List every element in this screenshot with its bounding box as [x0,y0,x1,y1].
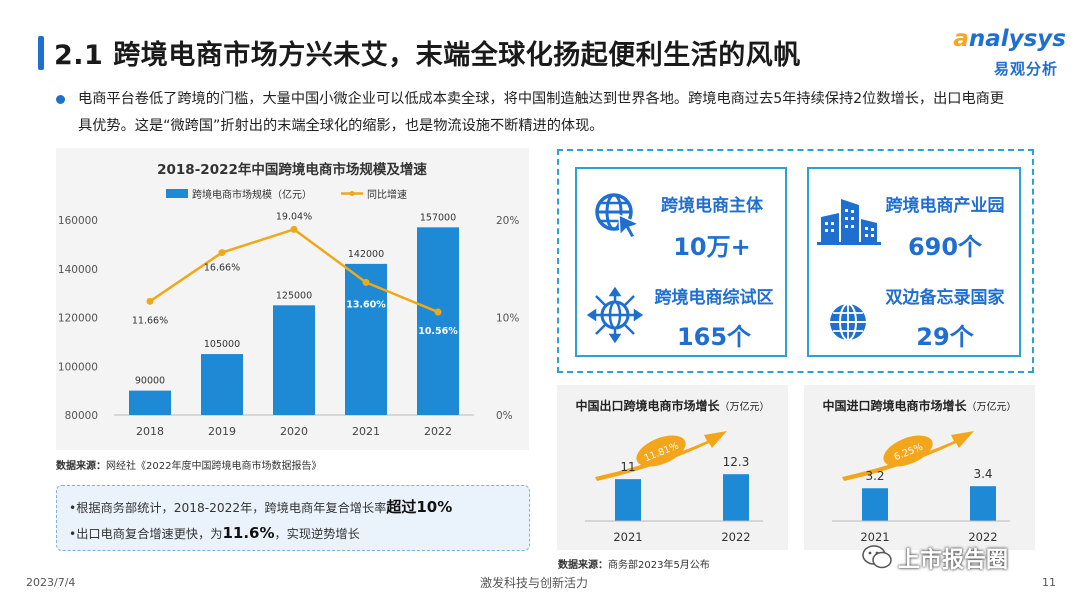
export-chart-title: 中国出口跨境电商市场增长（万亿元） [575,399,770,413]
stats-dashed-box: 跨境电商主体 10万+ 跨境电商综试区 165个 [557,149,1034,373]
wechat-icon [862,545,892,569]
growth-arrow-icon [842,431,974,481]
bar-value-label: 3.2 [865,469,884,483]
logo-a-glyph: a [953,26,969,52]
globe-icon [830,303,866,341]
globe-network-icon [587,287,643,343]
growth-rate-label: 16.66% [204,263,240,274]
bar-2022 [417,227,459,415]
growth-rate-label: 11.66% [132,315,168,326]
legend-label-size: 跨境电商市场规模（亿元） [192,188,312,201]
bar-value-label: 142000 [348,249,384,260]
growth-arrow-icon [595,431,727,481]
stat-title-entities: 跨境电商主体 [661,196,763,216]
growth-rate-label: 19.04% [276,211,312,222]
stat-title-parks: 跨境电商产业园 [885,196,1005,216]
y-right-tick-label: 10% [496,313,519,325]
bullet-dot-icon [56,95,65,104]
chart-title: 2018-2022年中国跨境电商市场规模及增速 [157,161,427,178]
market-size-chart-panel: 2018-2022年中国跨境电商市场规模及增速跨境电商市场规模（亿元） 同比增速 1… [56,148,529,450]
legend-label-rate: 同比增速 [367,188,407,201]
bar-value-label: 125000 [276,290,312,301]
bar-2019 [201,354,243,415]
growth-rate-label: 13.60% [346,299,386,310]
y-left-tick-label: 140000 [58,264,98,276]
stat-value-entities: 10万+ [673,233,751,261]
x-tick-label: 2020 [280,425,308,438]
bar-value-label: 3.4 [973,467,992,481]
buildings-icon [817,199,881,245]
x-tick-label: 2022 [968,530,997,544]
bar-value-label: 90000 [135,376,165,387]
summary-line-cagr: •根据商务部统计，2018-2022年，跨境电商年复合增长率超过10% [69,498,453,516]
import-chart-title: 中国进口跨境电商市场增长（万亿元） [822,399,1017,413]
footer-slogan: 激发科技与创新活力 [480,576,589,590]
source-note-stats: 数据来源：商务部2023年5月公布 [558,560,710,571]
y-left-tick-label: 160000 [58,215,98,227]
growth-rate-point [290,225,298,233]
logo-wordmark: analysys [953,26,1066,52]
growth-badge [636,435,686,467]
export-chart-panel: 中国出口跨境电商市场增长（万亿元） 11.81% 11 2021 12.3 2022 [557,385,788,550]
growth-rate-point [218,249,226,257]
bar-2022 [723,474,749,521]
footer-date: 2023/7/4 [26,576,76,589]
x-tick-label: 2021 [613,530,642,544]
import-chart-panel: 中国进口跨境电商市场增长（万亿元） 6.25% 3.2 2021 3.4 2022 [804,385,1035,550]
bar-2022 [970,486,996,521]
page-title: 2.1 跨境电商市场方兴未艾，末端全球化扬起便利生活的风帆 [54,40,801,71]
logo-chinese-name: 易观分析 [993,60,1058,78]
growth-rate-point [434,308,442,316]
growth-rate-label: 10.56% [418,326,458,337]
bar-2020 [273,305,315,415]
x-tick-label: 2021 [860,530,889,544]
stat-card-left: 跨境电商主体 10万+ 跨境电商综试区 165个 [575,167,787,357]
bar-2021 [345,263,387,415]
y-left-tick-label: 100000 [58,361,98,373]
page-number: 11 [1042,576,1056,589]
intro-paragraph: 电商平台卷低了跨境的门槛，大量中国小微企业可以低成本卖全球，将中国制造触达到世界… [78,91,1005,134]
bar-2021 [615,479,641,521]
globe-cursor-icon [595,193,642,239]
legend-marker-rate [349,191,355,196]
y-right-tick-label: 0% [496,410,513,422]
bar-value-label: 12.3 [723,455,750,469]
title-accent-bar [38,36,44,70]
bar-value-label: 11 [620,460,635,474]
x-tick-label: 2022 [721,530,750,544]
analysys-logo: analysys 易观分析 [953,26,1066,84]
source-note-chart: 数据来源：网经社《2022年度中国跨境电商市场数据报告》 [56,461,322,472]
x-tick-label: 2022 [424,425,452,438]
x-tick-label: 2019 [208,425,236,438]
bar-2018 [129,390,171,415]
x-tick-label: 2021 [352,425,380,438]
stat-value-zones: 165个 [676,323,752,351]
y-left-tick-label: 80000 [65,410,98,422]
bar-value-label: 105000 [204,339,240,350]
growth-badge [883,435,933,467]
stat-title-zones: 跨境电商综试区 [654,288,774,308]
x-tick-label: 2018 [136,425,164,438]
summary-line-export: •出口电商复合增速更快，为11.6%，实现逆势增长 [69,524,360,542]
summary-box: •根据商务部统计，2018-2022年，跨境电商年复合增长率超过10% •出口电… [56,485,530,551]
bar-value-label: 157000 [420,212,456,223]
stat-value-parks: 690个 [907,233,983,261]
stat-value-countries: 29个 [916,323,974,351]
stat-title-countries: 双边备忘录国家 [885,288,1005,308]
y-right-tick-label: 20% [496,215,519,227]
legend-swatch-size [166,189,188,198]
stat-card-right: 跨境电商产业园 690个 双边备忘录国家 29个 [807,167,1021,357]
growth-rate-point [146,297,154,305]
watermark-text: 上市报告圈 [898,548,1009,573]
y-left-tick-label: 120000 [58,313,98,325]
growth-rate-point [362,278,370,286]
bar-2021 [862,488,888,521]
